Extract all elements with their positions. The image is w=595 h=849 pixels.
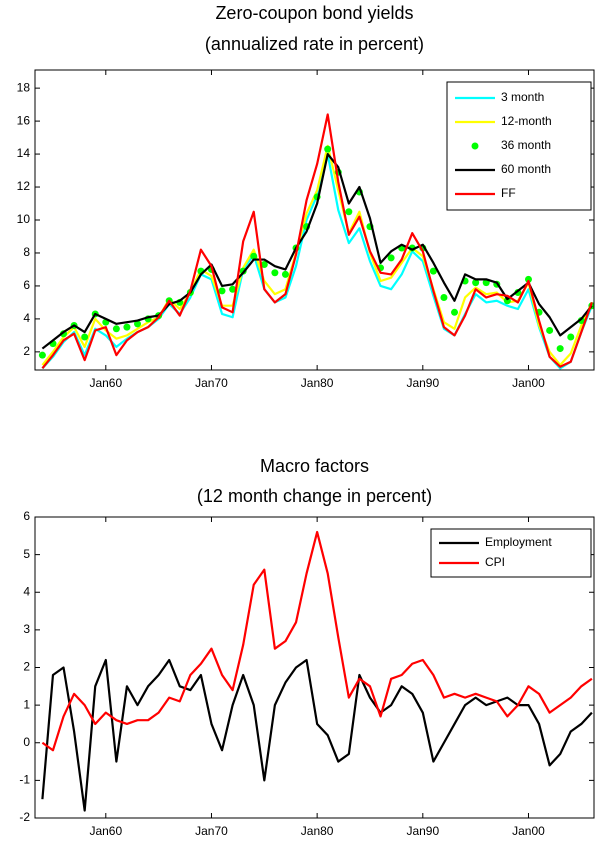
y-tick-label: 3 (23, 622, 30, 636)
x-tick-label: Jan80 (301, 376, 334, 390)
x-tick-label: Jan70 (195, 824, 228, 838)
dot (38, 351, 46, 359)
dot (451, 308, 459, 316)
y-tick-label: 1 (23, 697, 30, 711)
legend: Employment CPI (430, 528, 592, 578)
y-tick-label: 14 (17, 146, 31, 160)
legend-box (446, 81, 592, 211)
y-tick-label: -1 (19, 773, 30, 787)
y-tick-label: 2 (23, 344, 30, 358)
dot (429, 267, 437, 275)
dot (229, 285, 237, 293)
dot (271, 269, 279, 277)
legend-label: FF (501, 186, 516, 200)
dot (546, 326, 554, 334)
y-tick-label: 8 (23, 245, 30, 259)
dot (250, 252, 258, 260)
x-tick-label: Jan00 (512, 376, 545, 390)
y-tick-label: 6 (23, 278, 30, 292)
dot (112, 325, 120, 333)
chart-subtitle: (12 month change in percent) (197, 486, 432, 506)
x-tick-label: Jan60 (89, 824, 122, 838)
y-tick-label: 16 (17, 113, 31, 127)
legend-label: Employment (485, 535, 552, 549)
y-tick-label: -2 (19, 810, 30, 824)
chart-title: Zero-coupon bond yields (215, 3, 413, 23)
series-line (41, 113, 593, 370)
dot (281, 270, 289, 278)
plot (41, 530, 593, 812)
x-tick-label: Jan90 (406, 824, 439, 838)
y-tick-label: 2 (23, 660, 30, 674)
dot (123, 323, 131, 331)
dot (260, 261, 268, 269)
y-tick-label: 12 (17, 179, 31, 193)
legend-label: 3 month (501, 90, 544, 104)
dot (524, 275, 532, 283)
series-line (41, 152, 593, 350)
legend: 3 month 12-month 36 month 60 month FF (446, 81, 592, 211)
dot (440, 293, 448, 301)
dot (577, 317, 585, 325)
y-tick-label: 0 (23, 735, 30, 749)
dot (218, 287, 226, 295)
y-tick-label: 5 (23, 547, 30, 561)
dot (387, 254, 395, 262)
dot (134, 320, 142, 328)
x-tick-label: Jan70 (195, 376, 228, 390)
legend-label: CPI (485, 555, 505, 569)
legend-swatch (471, 142, 479, 150)
plot (38, 113, 594, 370)
y-tick-label: 4 (23, 311, 30, 325)
dot (567, 333, 575, 341)
x-tick-label: Jan60 (89, 376, 122, 390)
series-line (41, 658, 593, 812)
legend-box (430, 528, 592, 578)
x-tick-label: Jan00 (512, 824, 545, 838)
legend-label: 12-month (501, 114, 552, 128)
chart-subtitle: (annualized rate in percent) (205, 34, 424, 54)
dot (345, 208, 353, 216)
y-tick-label: 18 (17, 80, 31, 94)
y-tick-label: 4 (23, 584, 30, 598)
dot (556, 345, 564, 353)
x-tick-label: Jan90 (406, 376, 439, 390)
dot (81, 333, 89, 341)
legend-label: 36 month (501, 138, 551, 152)
x-tick-label: Jan80 (301, 824, 334, 838)
series-line (41, 530, 593, 752)
legend-label: 60 month (501, 162, 551, 176)
y-tick-label: 10 (17, 212, 31, 226)
dot (472, 279, 480, 287)
y-tick-label: 6 (23, 509, 30, 523)
chart-title: Macro factors (260, 456, 369, 476)
dot (324, 145, 332, 153)
